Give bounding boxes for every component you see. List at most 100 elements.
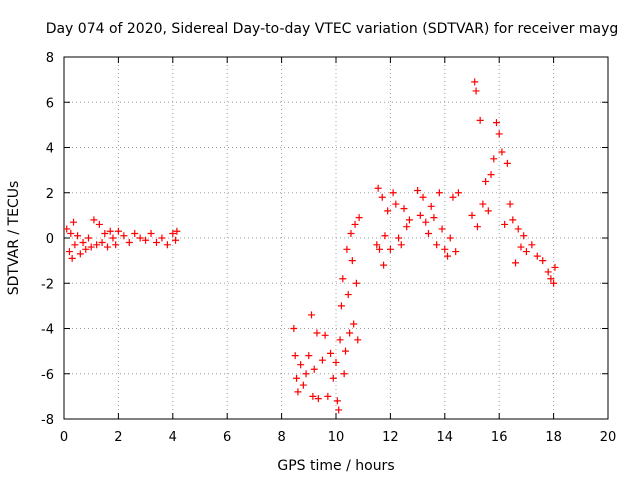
data-point	[512, 259, 520, 267]
data-point	[509, 216, 517, 224]
data-point	[380, 261, 388, 269]
data-point	[310, 365, 318, 373]
data-point	[324, 392, 332, 400]
data-point	[498, 148, 506, 156]
data-point	[550, 279, 558, 287]
data-point	[449, 193, 457, 201]
data-point	[109, 234, 117, 242]
data-point	[414, 186, 422, 194]
data-point	[87, 243, 95, 251]
data-point	[318, 356, 326, 364]
data-point	[290, 325, 298, 332]
data-point	[492, 119, 500, 127]
x-tick-label: 2	[114, 430, 122, 445]
data-point	[528, 241, 536, 249]
data-point	[482, 177, 490, 185]
x-tick-label: 20	[600, 430, 617, 445]
data-point	[514, 225, 522, 233]
data-point	[98, 239, 106, 247]
data-point	[373, 241, 381, 249]
data-point	[350, 320, 358, 328]
data-point	[424, 229, 432, 237]
data-point	[112, 241, 120, 249]
data-point	[125, 239, 133, 247]
data-point	[333, 397, 341, 405]
data-point	[120, 232, 128, 240]
y-tick-label: 6	[46, 96, 54, 111]
data-point	[67, 229, 75, 237]
data-point	[74, 232, 82, 240]
data-point	[313, 329, 321, 337]
data-point	[446, 234, 454, 242]
data-point	[506, 200, 514, 208]
data-point	[386, 245, 394, 253]
data-point	[355, 214, 363, 222]
data-point	[314, 395, 322, 403]
x-tick-label: 12	[382, 430, 399, 445]
data-point	[476, 116, 484, 124]
data-point	[468, 211, 476, 219]
data-point	[348, 257, 356, 265]
data-point	[551, 263, 559, 271]
data-point	[539, 257, 547, 265]
data-point	[339, 275, 347, 283]
y-tick-label: 0	[46, 232, 54, 247]
data-point	[354, 336, 362, 344]
data-point	[517, 243, 525, 251]
data-point	[444, 252, 452, 260]
data-point	[381, 232, 389, 240]
y-tick-label: -2	[41, 277, 54, 292]
data-point	[90, 216, 98, 224]
data-point	[172, 236, 180, 244]
y-tick-label: 8	[46, 51, 54, 66]
data-point	[438, 225, 446, 233]
data-point	[291, 352, 299, 360]
x-tick-label: 18	[545, 430, 562, 445]
data-point	[142, 236, 150, 244]
data-point	[344, 291, 352, 299]
data-point	[343, 245, 351, 253]
data-point	[299, 381, 307, 389]
data-point	[329, 374, 337, 382]
x-tick-label: 6	[223, 430, 231, 445]
data-point	[416, 211, 424, 219]
data-point	[114, 227, 122, 235]
data-point	[309, 392, 317, 400]
x-tick-label: 16	[491, 430, 508, 445]
data-point	[490, 155, 498, 163]
data-point	[473, 223, 481, 231]
data-point	[384, 207, 392, 215]
data-point	[169, 229, 177, 237]
data-point	[422, 218, 430, 226]
data-point	[158, 234, 166, 242]
data-point	[71, 241, 79, 249]
data-point	[93, 241, 101, 249]
data-point	[522, 248, 530, 256]
data-point	[68, 254, 76, 262]
data-point	[400, 205, 408, 213]
data-point	[452, 248, 460, 256]
data-point	[471, 78, 479, 86]
data-point	[63, 225, 71, 233]
data-point	[65, 248, 73, 256]
data-point	[533, 252, 541, 260]
data-point	[503, 159, 511, 167]
data-point	[76, 250, 84, 258]
data-point	[454, 189, 462, 197]
data-point	[336, 336, 344, 344]
data-point	[337, 302, 345, 310]
data-point	[79, 239, 87, 247]
data-point	[441, 245, 449, 253]
y-tick-label: -8	[41, 413, 54, 428]
data-point	[95, 220, 103, 228]
data-point	[347, 229, 355, 237]
data-point	[82, 245, 90, 253]
data-point	[484, 207, 492, 215]
data-point	[520, 232, 528, 240]
data-point	[294, 388, 302, 396]
x-tick-label: 14	[437, 430, 454, 445]
data-point	[327, 349, 335, 357]
data-point	[173, 227, 181, 235]
data-point	[479, 200, 487, 208]
